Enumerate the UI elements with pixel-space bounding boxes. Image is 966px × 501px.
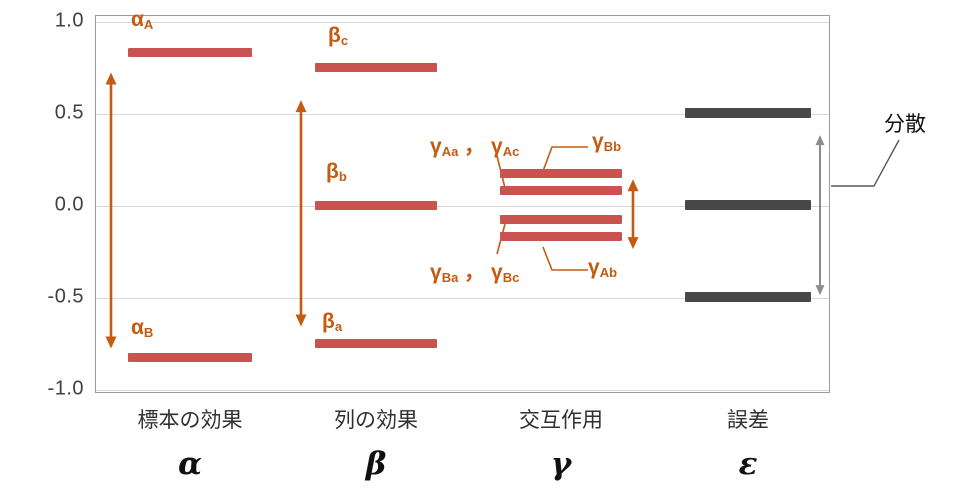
variance-label: 分散 xyxy=(884,113,926,136)
axis-label-beta: 列の効果 xyxy=(334,409,418,432)
label-beta_a: βa xyxy=(322,310,343,334)
label-beta_c: βc xyxy=(328,24,349,48)
segment-epsilon_mid xyxy=(685,200,811,210)
segment-alpha_B xyxy=(128,353,252,363)
gridline xyxy=(96,206,829,207)
segment-gamma_Ab xyxy=(500,231,622,241)
segment-alpha_A xyxy=(128,47,252,57)
symbol-epsilon: ε xyxy=(738,446,758,482)
symbol-alpha: α xyxy=(178,446,202,482)
gridline xyxy=(96,114,829,115)
gridline xyxy=(96,390,829,391)
symbol-beta: β xyxy=(365,446,387,482)
segment-beta_c xyxy=(315,62,437,72)
axis-label-gamma: 交互作用 xyxy=(519,409,603,432)
segment-epsilon_high xyxy=(685,108,811,118)
label-alpha_A: αA xyxy=(131,8,154,32)
segment-gamma_Ba_Bc xyxy=(500,215,622,225)
segment-epsilon_low xyxy=(685,292,811,302)
label-gamma_Bb: γBb xyxy=(592,130,622,154)
label-beta_b: βb xyxy=(326,160,347,184)
y-tick-label: 0.0 xyxy=(54,193,84,216)
symbol-gamma: γ xyxy=(550,446,572,482)
segment-beta_a xyxy=(315,338,437,348)
y-tick-label: 0.5 xyxy=(54,101,84,124)
axis-label-epsilon: 誤差 xyxy=(727,409,769,432)
segment-beta_b xyxy=(315,200,437,210)
gridline xyxy=(96,298,829,299)
segment-gamma_Aa_Ac xyxy=(500,185,622,195)
axis-label-alpha: 標本の効果 xyxy=(137,409,243,432)
label-alpha_B: αB xyxy=(131,316,154,340)
y-tick-label: -0.5 xyxy=(47,285,84,308)
label-gamma_Ab: γAb xyxy=(588,256,618,280)
segment-gamma_Bb xyxy=(500,169,622,179)
label-gamma_Aa_Ac: γAa ， γAc xyxy=(430,135,520,159)
y-tick-label: -1.0 xyxy=(47,377,84,400)
gridline xyxy=(96,22,829,23)
variance-connector-line xyxy=(831,139,900,187)
label-gamma_Ba_Bc: γBa ， γBc xyxy=(430,261,520,285)
y-tick-label: 1.0 xyxy=(54,9,84,32)
